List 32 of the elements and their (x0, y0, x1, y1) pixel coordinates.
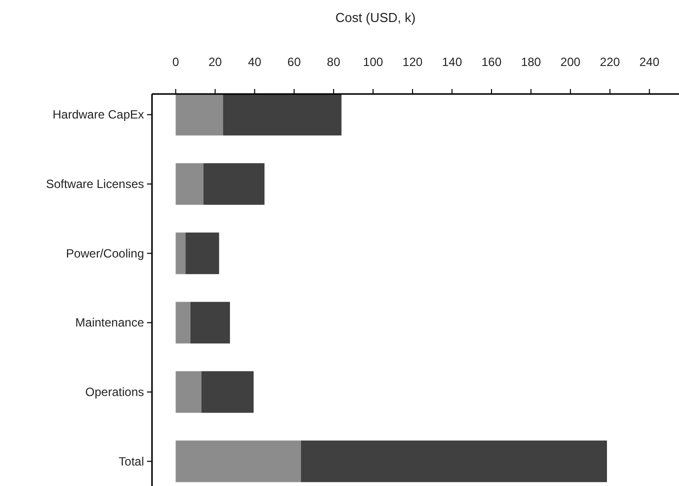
bar (176, 371, 202, 413)
x-tick-label: 0 (172, 55, 180, 69)
x-tick-label: 60 (287, 55, 302, 69)
bar (203, 163, 265, 205)
x-tick-label: 200 (560, 55, 581, 69)
y-tick-label: Operations (85, 385, 144, 399)
y-tick-label: Total (118, 454, 144, 468)
y-tick-label: Maintenance (75, 316, 144, 330)
x-tick-label: 140 (442, 55, 462, 69)
bar (176, 94, 224, 136)
bar (176, 440, 302, 482)
x-tick-label: 180 (520, 55, 542, 69)
bar (201, 371, 254, 413)
bar (301, 440, 607, 482)
y-tick-label: Power/Cooling (66, 246, 144, 260)
x-axis-title: Cost (USD, k) (335, 10, 416, 25)
x-tick-label: 220 (600, 55, 620, 69)
x-tick-label: 240 (639, 55, 660, 69)
bar (186, 232, 220, 274)
x-tick-label: 160 (481, 55, 502, 69)
bar (176, 302, 190, 344)
bar (190, 302, 230, 344)
x-tick-label: 40 (248, 55, 262, 69)
bar (176, 163, 204, 205)
x-tick-label: 120 (402, 55, 423, 69)
bar (176, 232, 186, 274)
bar (223, 94, 342, 136)
y-tick-label: Software Licenses (46, 177, 144, 191)
x-tick-label: 80 (326, 55, 341, 69)
x-tick-label: 100 (363, 55, 384, 69)
y-tick-label: Hardware CapEx (52, 108, 144, 122)
x-tick-label: 20 (208, 55, 222, 69)
